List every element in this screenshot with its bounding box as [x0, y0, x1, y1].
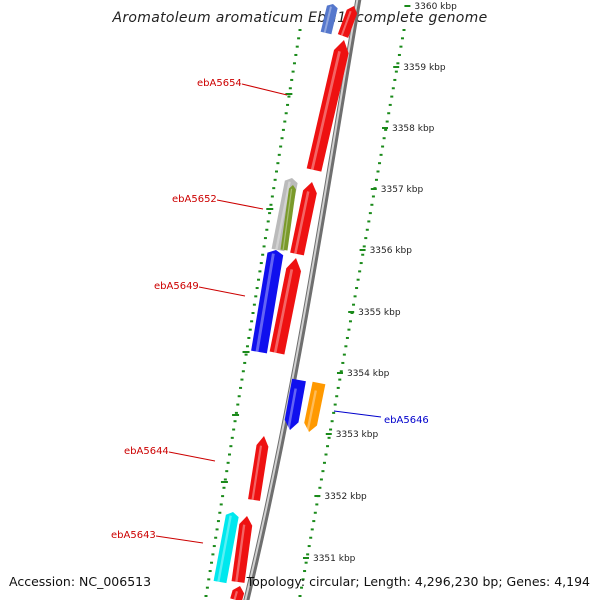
gene-label-leader — [198, 286, 246, 297]
tick-label: 3351 kbp — [313, 554, 356, 564]
gene-label-leader — [216, 199, 264, 210]
gene-feature-top-blue-shine — [323, 6, 332, 33]
gene-label-leader — [241, 83, 288, 96]
gene-feature-ebA5643-shine — [235, 524, 246, 582]
gene-feature-cyan — [213, 512, 239, 584]
accession-text: Accession: NC_006513 — [9, 574, 152, 589]
gene-feature-orange — [304, 381, 326, 432]
gene-label: ebA5646 — [384, 415, 429, 426]
gene-feature-ebA5644 — [248, 436, 269, 501]
gene-feature-cyan-shine — [217, 515, 232, 582]
gene-feature-olive-shine — [282, 188, 293, 250]
backbone-highlight — [244, 0, 359, 600]
gene-feature-bottom-shine — [233, 591, 238, 600]
gene-feature-ebA5646-shine — [287, 388, 297, 430]
tick-label: 3359 kbp — [403, 63, 446, 73]
gene-feature-after-ebA5649-shine — [273, 269, 294, 353]
gene-feature-ebA5649-shine — [255, 253, 275, 352]
gene-feature-ebA5646 — [284, 378, 306, 430]
gene-feature-bottom — [230, 586, 245, 600]
tick-label: 3354 kbp — [347, 369, 390, 379]
gene-feature-ebA5654-shine — [310, 50, 341, 170]
gene-feature-top-shine — [340, 10, 352, 36]
gene-features[interactable] — [213, 4, 358, 600]
tick-label: 3356 kbp — [370, 246, 413, 256]
gene-feature-orange-shine — [306, 390, 317, 432]
tick-label: 3355 kbp — [358, 308, 401, 318]
gene-label-leader — [168, 451, 216, 462]
gene-label: ebA5652 — [172, 194, 217, 205]
gene-feature-ebA5654 — [306, 40, 349, 172]
gene-feature-ebA5643 — [231, 516, 253, 583]
gene-label: ebA5654 — [197, 78, 242, 89]
sequence-backbone — [243, 0, 362, 600]
tick-label: 3358 kbp — [392, 124, 435, 134]
tick-label: 3360 kbp — [414, 2, 457, 12]
tick-label: 3357 kbp — [381, 185, 424, 195]
gene-feature-after-ebA5649 — [269, 258, 302, 355]
gene-feature-ebA5644-shine — [251, 445, 263, 500]
gene-feature-ebA5649 — [251, 250, 284, 354]
gene-label-leader — [333, 410, 382, 418]
gene-label-leader — [155, 535, 204, 544]
gene-feature-ebA5652-shine — [275, 181, 291, 250]
gene-feature-top — [337, 6, 358, 38]
gene-label: ebA5643 — [111, 530, 156, 541]
ruler-tick-labels: 3360 kbp 3359 kbp 3358 kbp 3357 kbp 3356 kbp… — [313, 2, 457, 564]
tick-label: 3352 kbp — [324, 492, 367, 502]
topology-summary: Topology: circular; Length: 4,296,230 bp… — [246, 574, 590, 589]
gene-feature-top-blue — [320, 4, 338, 35]
gene-feature-olive — [280, 185, 296, 251]
tick-label: 3353 kbp — [336, 430, 379, 440]
genome-title: Aromatoleum aromaticum EbN1, complete ge… — [112, 10, 488, 26]
gene-feature-after-ebA5652 — [290, 182, 317, 256]
ruler-ticks — [204, 5, 411, 597]
gene-feature-after-ebA5652-shine — [294, 191, 310, 254]
gene-label: ebA5649 — [154, 281, 199, 292]
gene-labels: ebA5654 ebA5652 ebA5649 ebA5646 ebA5644 ebA56… — [111, 78, 429, 544]
gene-label: ebA5644 — [124, 446, 169, 457]
